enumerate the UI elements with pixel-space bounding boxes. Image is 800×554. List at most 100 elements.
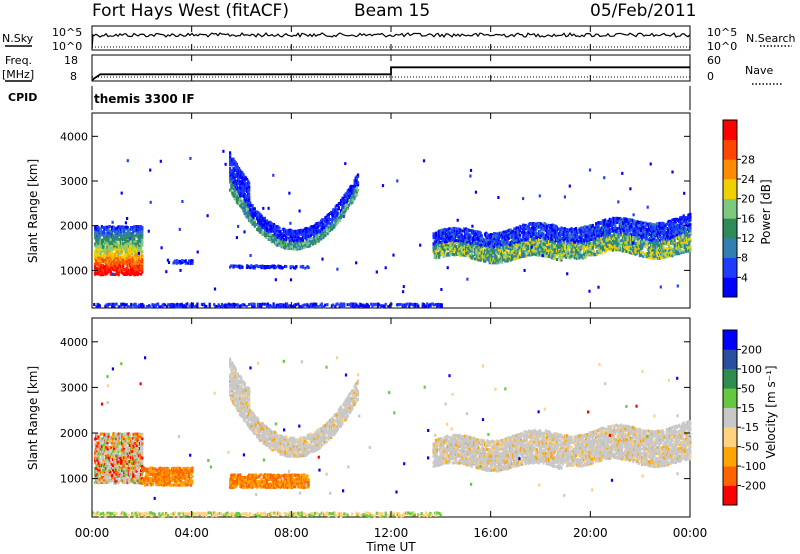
power-cell — [331, 303, 335, 307]
power-cell — [615, 228, 618, 232]
power-cell — [172, 303, 175, 307]
power-cell — [669, 248, 672, 252]
power-cell — [332, 208, 335, 212]
power-cell — [110, 254, 114, 258]
power-cell — [527, 231, 530, 234]
power-cell — [295, 265, 298, 268]
power-cell — [480, 253, 483, 257]
power-cell — [229, 153, 232, 157]
power-cell — [335, 218, 338, 222]
power-cell — [99, 265, 102, 268]
power-cell — [637, 237, 640, 241]
power-cell — [326, 303, 329, 307]
power-cell — [506, 241, 509, 244]
power-cell — [660, 226, 663, 230]
power-cell — [513, 252, 516, 256]
power-cell — [410, 302, 413, 306]
power-cell — [570, 227, 573, 231]
power-cell — [490, 258, 493, 262]
power-cell — [574, 227, 578, 230]
power-cell — [95, 251, 98, 255]
power-cell — [453, 239, 456, 243]
power-cell — [136, 240, 139, 244]
power-cell — [123, 242, 126, 246]
power-cell — [523, 240, 526, 244]
power-cell — [490, 240, 493, 244]
power-cell — [571, 242, 574, 245]
power-cell — [689, 244, 692, 248]
power-cell — [132, 250, 135, 254]
power-cell — [324, 219, 327, 223]
power-cell — [113, 253, 116, 257]
power-cell — [239, 194, 242, 198]
power-cell — [508, 246, 511, 250]
power-cell — [644, 227, 647, 231]
power-cell — [321, 220, 324, 224]
power-cell — [173, 261, 176, 265]
power-cell — [99, 258, 102, 262]
power-cell — [611, 223, 615, 227]
power-cell — [569, 245, 572, 249]
power-cell — [244, 210, 247, 214]
power-cell — [490, 256, 493, 260]
power-cell — [233, 195, 236, 198]
power-cell — [595, 234, 598, 238]
power-cell — [360, 303, 363, 307]
power-cell — [377, 303, 381, 307]
power-cell — [99, 268, 102, 272]
power-cell — [234, 189, 237, 193]
freq-label-line2: [MHz] — [2, 68, 34, 81]
power-cell — [103, 231, 106, 235]
power-cell — [563, 251, 566, 255]
power-cell — [601, 244, 604, 248]
power-cell — [317, 233, 320, 237]
power-cell — [291, 238, 294, 242]
power-cell — [435, 250, 439, 253]
power-cell — [586, 225, 589, 229]
power-cell — [555, 244, 559, 248]
power-cell — [353, 196, 356, 200]
power-cell — [99, 256, 102, 260]
power-cell — [313, 238, 316, 241]
power-cell — [136, 270, 139, 274]
power-cell — [108, 264, 111, 268]
power-cell — [243, 230, 246, 234]
power-cell — [613, 221, 616, 225]
power-cell — [280, 303, 283, 307]
power-cell — [638, 244, 641, 247]
power-cell — [260, 216, 263, 220]
power-cell — [244, 204, 247, 208]
power-cell — [680, 251, 683, 255]
power-cell — [476, 250, 479, 253]
power-cell — [324, 218, 327, 222]
power-cell — [328, 218, 331, 221]
power-cell — [488, 239, 491, 242]
colorbar-swatch — [723, 257, 737, 278]
power-cell — [492, 252, 495, 256]
power-cell — [231, 304, 234, 308]
power-cell — [687, 213, 690, 217]
power-cell — [322, 236, 325, 240]
power-cell — [244, 208, 247, 212]
power-cell — [247, 203, 250, 206]
power-cell — [549, 224, 552, 227]
power-cell — [689, 226, 692, 230]
power-cell — [675, 227, 678, 231]
power-cell — [580, 242, 583, 246]
power-cell — [534, 239, 537, 243]
power-cell — [113, 229, 116, 233]
power-cell — [276, 226, 279, 230]
power-cell — [571, 229, 574, 233]
power-cell — [344, 204, 347, 207]
power-cell — [159, 305, 162, 309]
power-cell — [486, 239, 489, 243]
power-cell — [662, 249, 665, 253]
power-cell — [465, 244, 468, 248]
power-cell — [438, 253, 441, 257]
power-cell — [595, 242, 598, 246]
power-cell — [232, 191, 235, 195]
power-cell — [579, 250, 582, 254]
power-cell — [553, 229, 556, 233]
power-cell — [244, 199, 247, 203]
power-cell — [596, 234, 599, 238]
